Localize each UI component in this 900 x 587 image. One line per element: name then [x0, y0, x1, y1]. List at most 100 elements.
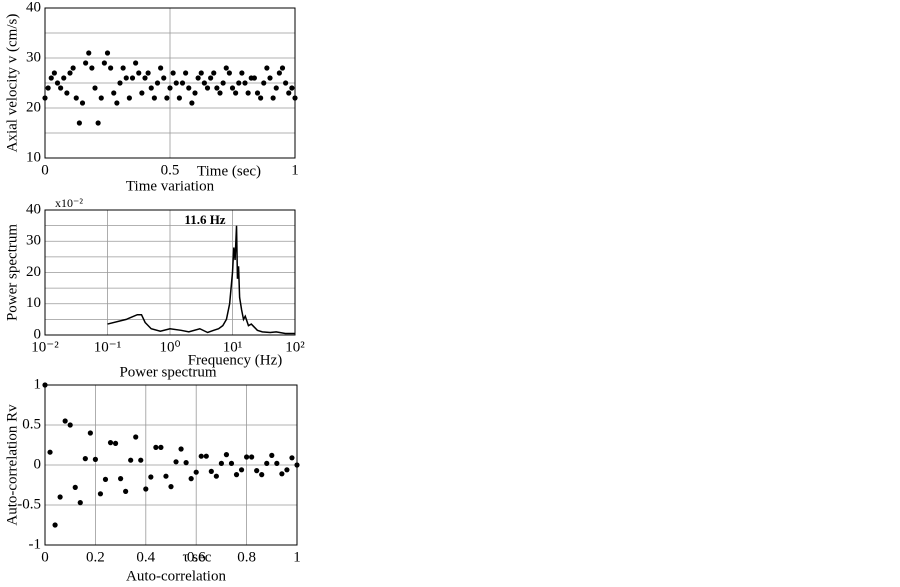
data-point — [89, 65, 95, 71]
data-point — [218, 460, 224, 466]
data-point — [104, 50, 111, 56]
x-axis-title: Time (sec) — [197, 163, 261, 179]
data-point — [73, 95, 79, 101]
data-point — [102, 476, 109, 482]
chart-caption: Power spectrum — [119, 364, 216, 380]
data-point — [164, 95, 170, 101]
data-point — [228, 460, 235, 466]
data-point — [178, 446, 184, 452]
data-point — [97, 491, 104, 497]
x-tick-label: 1 — [291, 162, 299, 178]
data-point — [114, 100, 120, 106]
data-point — [117, 80, 123, 86]
data-point — [142, 75, 148, 81]
data-point — [274, 460, 280, 466]
data-point — [148, 474, 154, 480]
data-point — [123, 488, 129, 494]
data-point — [195, 75, 201, 81]
data-point — [245, 90, 251, 96]
data-point — [276, 70, 282, 76]
data-point — [52, 522, 58, 528]
data-point — [173, 459, 179, 465]
plot-frame — [44, 7, 296, 159]
y-tick-label: 20 — [26, 99, 41, 115]
data-point — [170, 70, 176, 76]
data-point — [47, 449, 53, 455]
data-point — [92, 456, 98, 462]
data-point — [120, 65, 126, 71]
data-point — [261, 80, 267, 86]
data-point — [233, 90, 239, 96]
data-point — [108, 65, 114, 71]
data-point — [188, 476, 194, 482]
y-tick-label: 0 — [34, 456, 42, 472]
x-tick-label: 1 — [293, 549, 301, 565]
y-tick-label: 10 — [26, 295, 41, 311]
data-point — [67, 70, 73, 76]
data-point — [136, 70, 142, 76]
data-point — [220, 80, 226, 86]
data-point — [242, 80, 248, 86]
data-point — [183, 70, 189, 76]
data-point — [239, 70, 245, 76]
data-point — [208, 468, 214, 474]
y-tick-label: 0.5 — [22, 416, 41, 432]
data-point — [101, 60, 107, 66]
x-tick-label: 0.2 — [86, 549, 105, 565]
data-point — [267, 75, 273, 81]
data-point — [294, 462, 300, 468]
data-point — [148, 85, 154, 91]
data-point — [201, 80, 207, 86]
data-point — [213, 473, 219, 479]
chart-caption: Auto-correlation — [126, 568, 226, 584]
data-point — [204, 85, 211, 91]
data-point — [217, 90, 223, 96]
y-tick-label: 40 — [26, 201, 41, 217]
annotation: 11.6 Hz — [184, 212, 225, 227]
data-point — [254, 468, 260, 474]
data-point — [133, 434, 139, 440]
data-point — [111, 90, 117, 96]
data-point — [264, 65, 270, 71]
data-point — [167, 85, 173, 91]
x-axis-title: τ sec — [183, 549, 212, 565]
data-point — [168, 484, 174, 490]
data-point — [264, 460, 270, 466]
data-point — [192, 90, 198, 96]
data-point — [254, 90, 261, 96]
y-tick-label: 0 — [34, 326, 42, 342]
x-axis-title: Frequency (Hz) — [188, 352, 283, 368]
data-point — [270, 95, 276, 101]
data-point — [292, 95, 298, 101]
y-tick-label: 10 — [26, 149, 41, 165]
y-tick-label: 20 — [26, 264, 41, 280]
spectrum-line — [107, 225, 295, 335]
data-point — [151, 95, 157, 101]
data-point — [249, 454, 255, 460]
data-point — [158, 444, 164, 450]
x-tick-label: 0 — [41, 549, 49, 565]
data-point — [251, 75, 257, 81]
data-point — [153, 444, 159, 450]
x-tick-label: 0 — [41, 162, 49, 178]
data-point — [223, 65, 229, 71]
data-point — [226, 70, 232, 76]
data-point — [129, 75, 136, 81]
data-point — [76, 120, 82, 126]
data-point — [198, 453, 204, 459]
data-point — [269, 452, 275, 458]
data-point — [244, 454, 250, 460]
y-axis-title: Axial velocity v (cm/s) — [4, 14, 20, 153]
data-point — [183, 460, 189, 466]
data-point — [145, 70, 151, 76]
data-point — [236, 80, 242, 86]
data-point — [208, 75, 214, 81]
data-point — [77, 500, 83, 506]
data-point — [54, 80, 61, 86]
data-point — [284, 467, 290, 473]
data-point — [229, 85, 236, 91]
data-point — [87, 430, 93, 436]
data-point — [273, 85, 279, 91]
x-tick-label: 10⁻¹ — [94, 339, 121, 355]
